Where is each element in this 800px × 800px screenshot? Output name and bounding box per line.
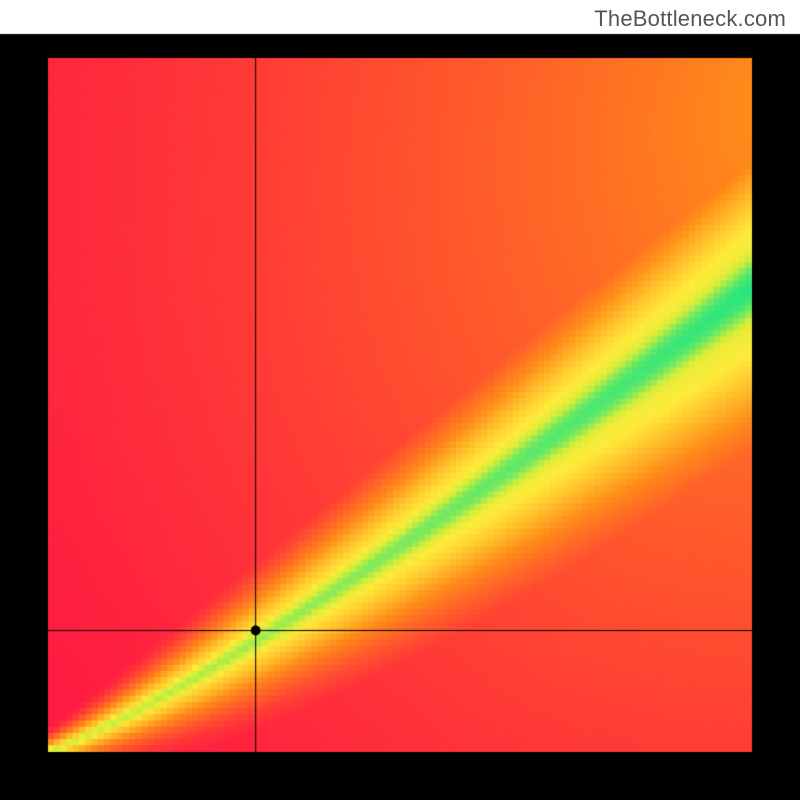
chart-container: TheBottleneck.com [0,0,800,800]
watermark-label: TheBottleneck.com [594,6,786,32]
heatmap-canvas [0,0,800,800]
